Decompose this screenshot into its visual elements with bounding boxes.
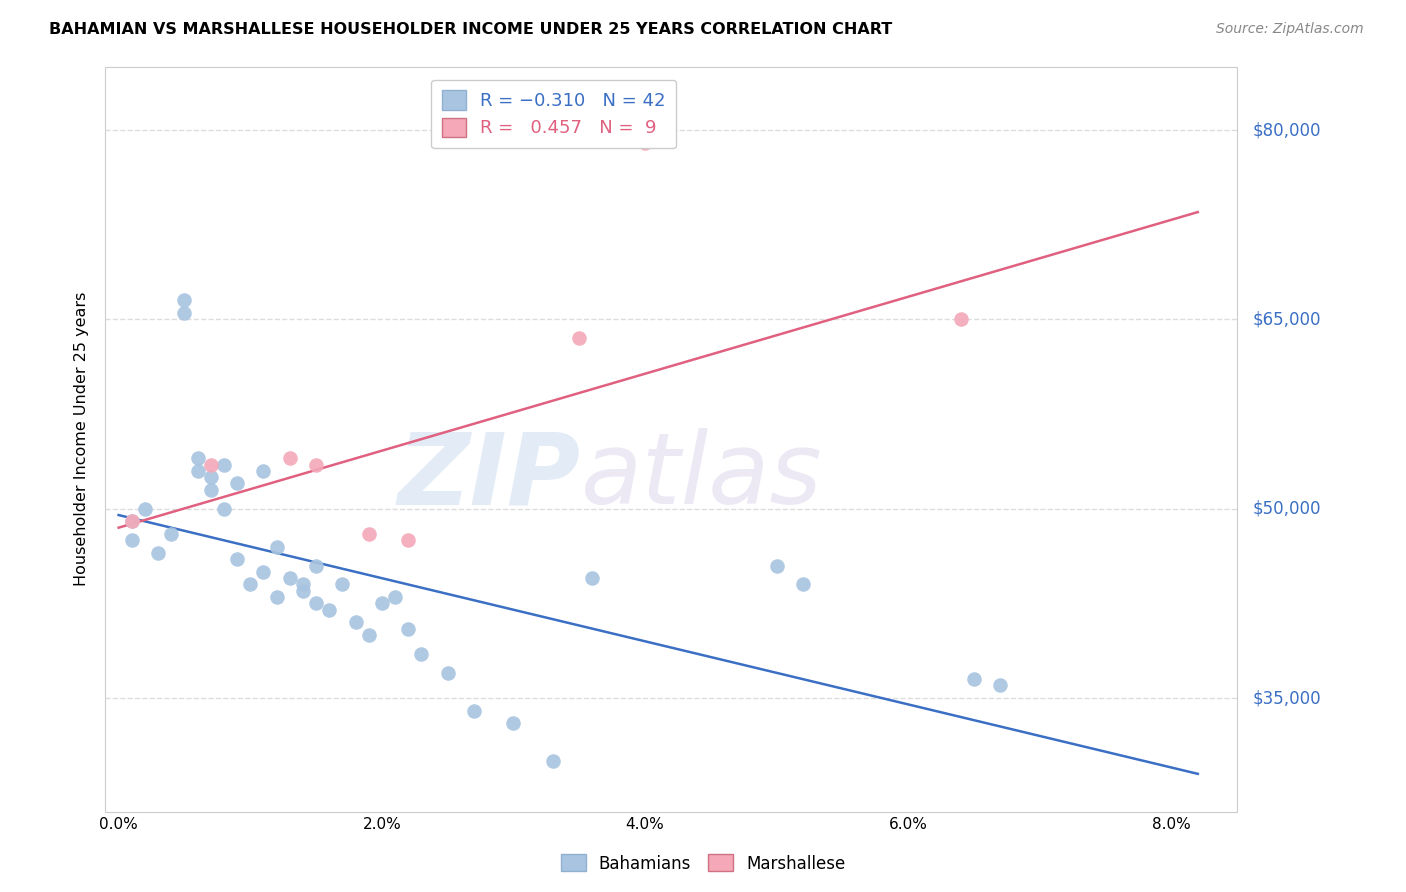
Point	[266, 540, 288, 554]
Point	[200, 470, 222, 484]
Point	[187, 451, 209, 466]
Point	[396, 622, 419, 636]
Point	[266, 590, 288, 604]
Text: Source: ZipAtlas.com: Source: ZipAtlas.com	[1216, 22, 1364, 37]
Point	[239, 577, 262, 591]
Text: BAHAMIAN VS MARSHALLESE HOUSEHOLDER INCOME UNDER 25 YEARS CORRELATION CHART: BAHAMIAN VS MARSHALLESE HOUSEHOLDER INCO…	[49, 22, 893, 37]
Point	[634, 136, 657, 150]
Point	[173, 306, 195, 320]
Point	[541, 754, 564, 768]
Point	[330, 577, 353, 591]
Text: $35,000: $35,000	[1253, 690, 1322, 707]
Point	[396, 533, 419, 548]
Point	[173, 293, 195, 308]
Point	[146, 546, 169, 560]
Point	[305, 458, 328, 472]
Point	[212, 458, 235, 472]
Point	[765, 558, 787, 573]
Point	[411, 647, 433, 661]
Point	[305, 596, 328, 610]
Point	[134, 501, 156, 516]
Point	[792, 577, 814, 591]
Point	[436, 665, 458, 680]
Text: atlas: atlas	[581, 428, 823, 525]
Point	[200, 458, 222, 472]
Text: $50,000: $50,000	[1253, 500, 1322, 517]
Point	[187, 464, 209, 478]
Point	[371, 596, 394, 610]
Point	[568, 331, 591, 345]
Legend: R = −0.310   N = 42, R =   0.457   N =  9: R = −0.310 N = 42, R = 0.457 N = 9	[432, 79, 676, 148]
Point	[160, 527, 183, 541]
Point	[252, 565, 274, 579]
Point	[990, 678, 1012, 692]
Point	[278, 451, 301, 466]
Point	[121, 514, 143, 528]
Point	[212, 501, 235, 516]
Point	[344, 615, 367, 630]
Text: $80,000: $80,000	[1253, 121, 1322, 139]
Point	[291, 577, 314, 591]
Point	[384, 590, 406, 604]
Point	[357, 527, 380, 541]
Point	[226, 552, 249, 566]
Point	[463, 704, 485, 718]
Point	[121, 533, 143, 548]
Y-axis label: Householder Income Under 25 years: Householder Income Under 25 years	[75, 292, 90, 587]
Point	[278, 571, 301, 585]
Point	[200, 483, 222, 497]
Point	[291, 583, 314, 598]
Point	[502, 716, 524, 731]
Text: ZIP: ZIP	[398, 428, 581, 525]
Point	[305, 558, 328, 573]
Point	[963, 672, 986, 686]
Point	[581, 571, 603, 585]
Text: $65,000: $65,000	[1253, 310, 1322, 328]
Point	[226, 476, 249, 491]
Point	[252, 464, 274, 478]
Point	[357, 628, 380, 642]
Point	[318, 603, 340, 617]
Point	[949, 312, 972, 326]
Point	[121, 514, 143, 528]
Legend: Bahamians, Marshallese: Bahamians, Marshallese	[554, 847, 852, 880]
